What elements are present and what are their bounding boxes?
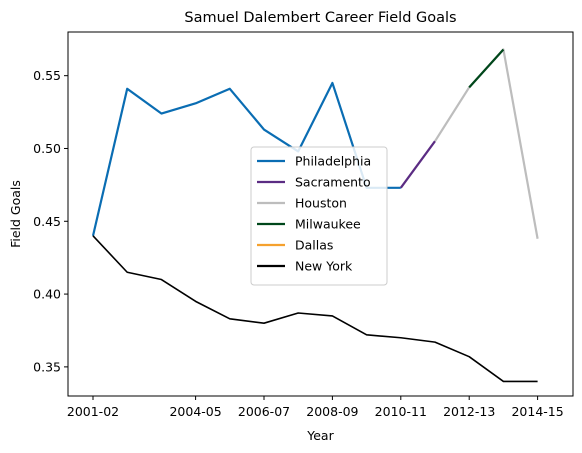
series-line-milwaukee xyxy=(468,48,505,89)
plot-frame xyxy=(67,31,574,397)
x-tick-label: 2008-09 xyxy=(306,404,358,419)
x-tick-label: 2001-02 xyxy=(67,404,119,419)
series-line-new-york xyxy=(92,235,538,383)
legend-label-dallas: Dallas xyxy=(295,238,333,253)
x-tick-label: 2012-13 xyxy=(443,404,495,419)
legend-label-sacramento: Sacramento xyxy=(295,175,371,190)
y-tick-label: 0.40 xyxy=(33,287,61,302)
legend-label-philadelphia: Philadelphia xyxy=(295,154,371,169)
y-tick-label: 0.35 xyxy=(33,359,61,374)
legend-label-milwaukee: Milwaukee xyxy=(295,217,361,232)
series-line-philadelphia xyxy=(91,81,401,237)
y-tick-label: 0.50 xyxy=(33,141,61,156)
plot-area: 2001-02 2004-05 2006-07 2008-09 2010-11 2012-… xyxy=(33,31,574,419)
y-axis-label: Field Goals xyxy=(8,180,23,248)
y-tick-label: 0.55 xyxy=(33,68,61,83)
series-line-houston xyxy=(434,48,539,239)
x-axis-label: Year xyxy=(306,428,334,443)
legend: Philadelphia Sacramento Houston Milwaukee Da… xyxy=(250,146,388,286)
legend-label-houston: Houston xyxy=(295,196,347,211)
chart-title: Samuel Dalembert Career Field Goals xyxy=(184,10,456,26)
x-tick-label: 2006-07 xyxy=(238,404,290,419)
y-tick-label: 0.45 xyxy=(33,214,61,229)
legend-label-new-york: New York xyxy=(295,259,353,274)
x-tick-label: 2014-15 xyxy=(511,404,563,419)
x-tick-label: 2010-11 xyxy=(375,404,427,419)
x-tick-label: 2004-05 xyxy=(169,404,221,419)
series-line-sacramento xyxy=(399,140,436,189)
